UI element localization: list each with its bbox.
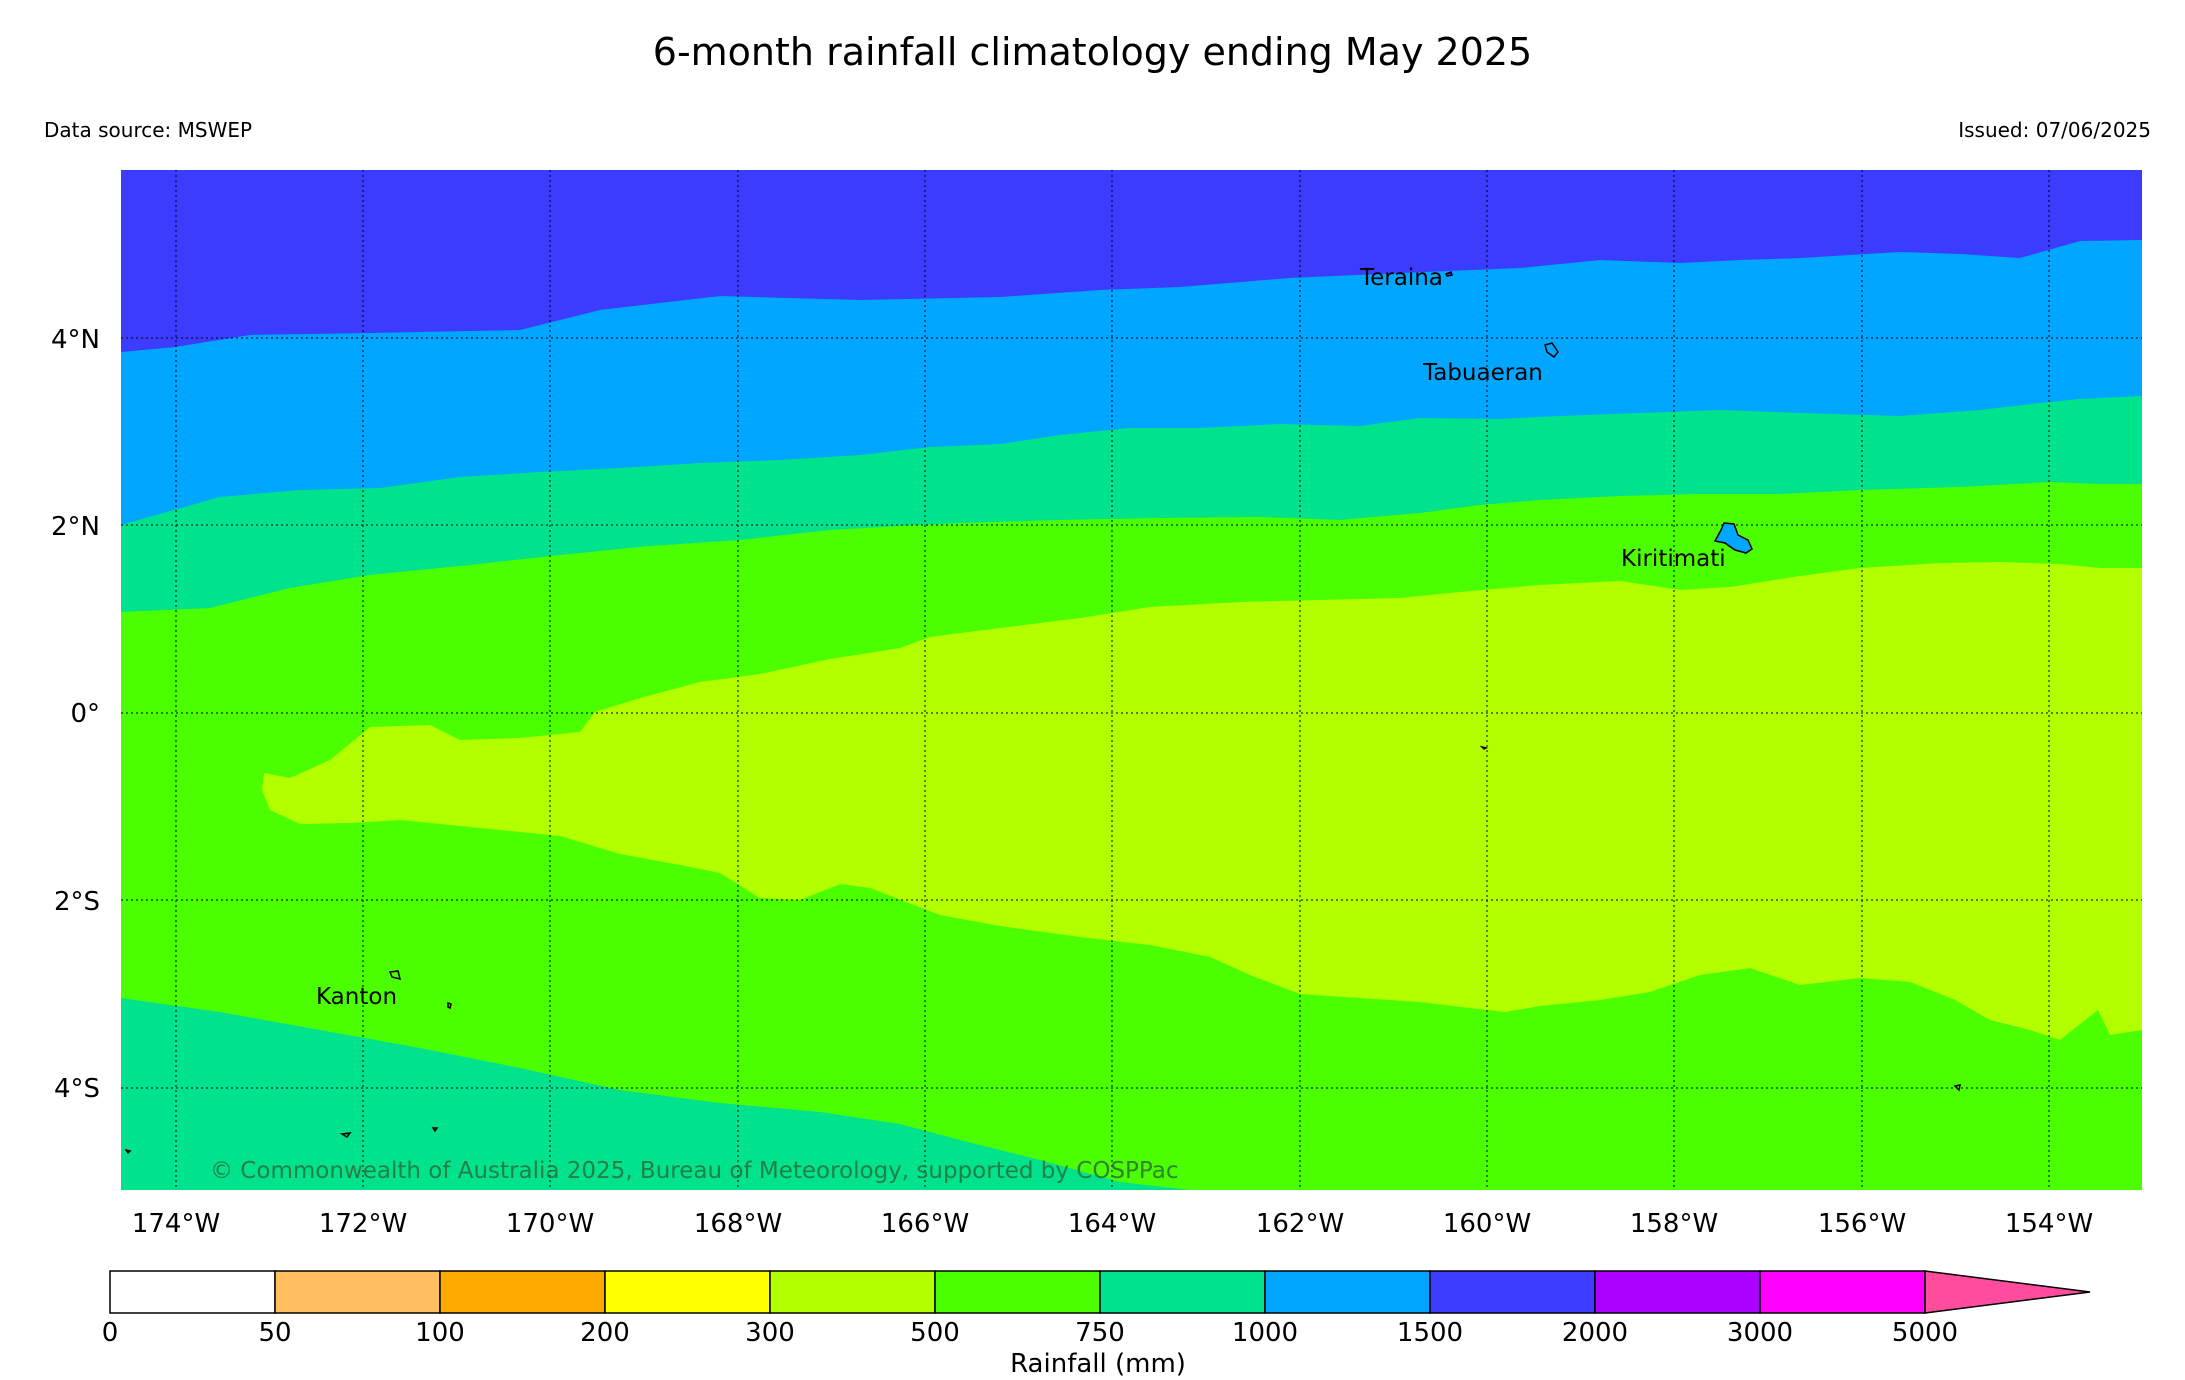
islet-outline — [124, 1148, 132, 1155]
colorbar-tick-label: 3000 — [1727, 1318, 1793, 1348]
data-source-label: Data source: MSWEP — [44, 118, 253, 142]
x-tick-label: 160°W — [1443, 1209, 1531, 1239]
colorbar-tick-label: 2000 — [1562, 1318, 1628, 1348]
colorbar-swatch — [1594, 1270, 1761, 1314]
map-title: 6-month rainfall climatology ending May … — [652, 30, 1533, 74]
colorbar-swatch — [1099, 1270, 1266, 1314]
x-tick-label: 164°W — [1068, 1209, 1156, 1239]
kanton-island-outline — [388, 970, 402, 981]
x-tick-label: 174°W — [132, 1209, 220, 1239]
colorbar-extension-arrow — [1924, 1270, 2091, 1314]
islet-outline — [431, 1127, 439, 1133]
y-tick-label: 2°S — [54, 887, 100, 917]
colorbar-swatch — [1759, 1270, 1926, 1314]
y-tick-label: 2°N — [51, 512, 100, 542]
colorbar-tick-label: 5000 — [1892, 1318, 1958, 1348]
y-tick-label: 4°N — [51, 325, 100, 355]
rainfall-zones — [121, 170, 2142, 1190]
place-label-kiritimati: Kiritimati — [1621, 546, 1726, 572]
colorbar-swatch — [604, 1270, 771, 1314]
x-tick-label: 156°W — [1818, 1209, 1906, 1239]
islet-outline — [1953, 1084, 1961, 1092]
x-axis-ticks: 174°W 172°W 170°W 168°W 166°W 164°W 162°… — [132, 1209, 2093, 1239]
colorbar-swatch — [1264, 1270, 1431, 1314]
teraina-island-outline — [1444, 271, 1453, 277]
x-tick-label: 166°W — [881, 1209, 969, 1239]
issued-date-label: Issued: 07/06/2025 — [1958, 118, 2151, 142]
y-tick-label: 4°S — [54, 1074, 100, 1104]
colorbar-tick-label: 50 — [258, 1318, 291, 1348]
colorbar-tick-label: 750 — [1075, 1318, 1125, 1348]
place-label-teraina: Teraina — [1359, 265, 1443, 291]
colorbar-swatch — [934, 1270, 1101, 1314]
zone-750-1000-south — [121, 998, 1190, 1190]
colorbar-tick-label: 100 — [415, 1318, 465, 1348]
colorbar-tick-label: 200 — [580, 1318, 630, 1348]
colorbar-swatch — [439, 1270, 606, 1314]
kiritimati-island-outline — [1713, 522, 1753, 554]
copyright-notice: © Commonwealth of Australia 2025, Bureau… — [210, 1158, 1179, 1184]
x-tick-label: 172°W — [319, 1209, 407, 1239]
x-tick-label: 158°W — [1630, 1209, 1718, 1239]
x-tick-label: 170°W — [506, 1209, 594, 1239]
map-gridlines — [121, 170, 2142, 1190]
colorbar-swatch — [109, 1270, 276, 1314]
islet-outline — [339, 1132, 352, 1138]
islet-outline — [447, 1001, 452, 1010]
colorbar-title: Rainfall (mm) — [1010, 1349, 1186, 1379]
colorbar-tick-label: 1500 — [1397, 1318, 1463, 1348]
x-tick-label: 168°W — [694, 1209, 782, 1239]
colorbar-tick-label: 1000 — [1232, 1318, 1298, 1348]
zone-300-500 — [262, 562, 2142, 1040]
rainfall-colorbar: 0 50 100 200 300 500 750 1000 1500 2000 3000 5000 — [102, 1270, 2091, 1348]
y-axis-ticks: 4°N 2°N 0° 2°S 4°S — [51, 325, 100, 1104]
x-tick-label: 162°W — [1256, 1209, 1344, 1239]
colorbar-tick-label: 0 — [102, 1318, 119, 1348]
colorbar-swatch — [274, 1270, 441, 1314]
colorbar-tick-label: 500 — [910, 1318, 960, 1348]
place-label-tabuaeran: Tabuaeran — [1422, 360, 1543, 386]
tabuaeran-island-outline — [1544, 342, 1559, 359]
island-outlines — [124, 271, 1961, 1155]
y-tick-label: 0° — [70, 699, 100, 729]
colorbar-swatch — [769, 1270, 936, 1314]
colorbar-swatch — [1429, 1270, 1596, 1314]
colorbar-tick-label: 300 — [745, 1318, 795, 1348]
x-tick-label: 154°W — [2005, 1209, 2093, 1239]
islet-outline — [1479, 745, 1489, 750]
place-label-kanton: Kanton — [316, 984, 397, 1010]
